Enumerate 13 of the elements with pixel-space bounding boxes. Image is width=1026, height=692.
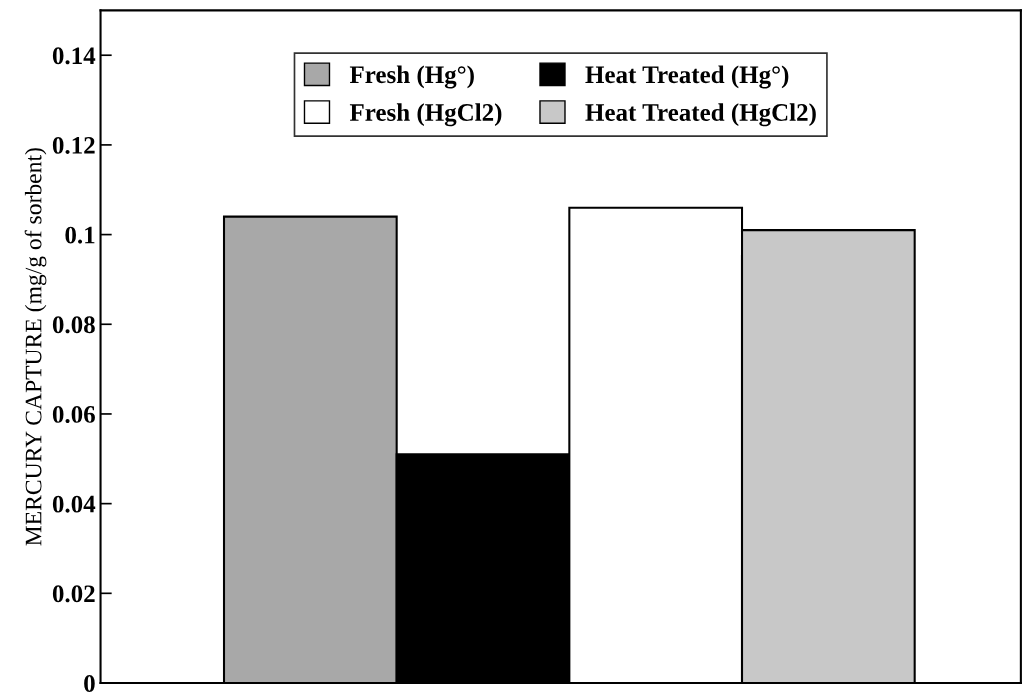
- y-tick-label: 0.1: [65, 226, 95, 244]
- y-tick-label: 0.06: [52, 406, 95, 423]
- y-tick-label: 0.08: [52, 316, 95, 334]
- y-tick-label: 0: [84, 675, 95, 692]
- y-tick-label: 0.12: [52, 136, 95, 154]
- y-tick-label: 0.04: [52, 495, 96, 513]
- legend-label: Fresh (Hg°): [349, 65, 474, 89]
- legend-label: Heat Treated (Hg°): [585, 65, 789, 89]
- legend-label: Heat Treated (HgCl2): [585, 103, 816, 127]
- legend-label: Fresh (HgCl2): [349, 103, 502, 127]
- y-tick-label: 0.02: [52, 585, 95, 603]
- y-axis-title: MERCURY CAPTURE (mg/g of sorbent): [24, 148, 47, 546]
- y-tick-label: 0.14: [52, 47, 96, 65]
